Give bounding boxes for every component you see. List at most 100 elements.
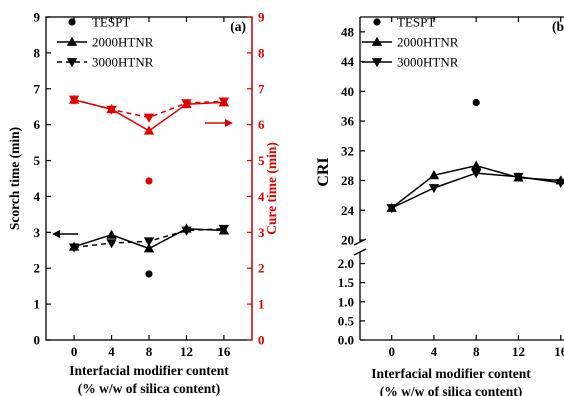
data-point-scorch-2000htnr-4 <box>106 229 117 239</box>
data-point-scorch-3000htnr-0 <box>68 243 80 253</box>
y-tick-label-0.5: 0.5 <box>338 313 355 328</box>
legend-label-2000htnr: 2000HTNR <box>397 35 459 50</box>
data-point-scorch-2000htnr-8 <box>143 243 155 253</box>
legend-label-3000htnr: 3000HTNR <box>397 55 459 70</box>
axis-break-mark <box>353 248 367 256</box>
data-point-cure-3000htnr-12 <box>181 99 192 109</box>
legend-label-2000htnr: 2000HTNR <box>92 35 154 50</box>
y-tick-label-40: 40 <box>341 84 354 99</box>
y-tick-label-2.0: 2.0 <box>338 256 354 271</box>
right-tick-label-2: 2 <box>258 261 265 276</box>
right-tick-label-0: 0 <box>258 333 265 348</box>
series-scorch-3000htnr <box>68 224 230 253</box>
left-tick-label-5: 5 <box>34 153 41 168</box>
legend-b: TESPT 2000HTNR 3000HTNR <box>362 15 459 70</box>
data-point-cri-tespt-8 <box>472 98 480 107</box>
x-tick-label-4: 4 <box>431 344 438 359</box>
x-tick-label-12: 12 <box>512 344 525 359</box>
legend-marker-3000htnr <box>66 58 78 68</box>
data-point-scorch-tespt-8 <box>145 270 153 278</box>
left-tick-label-2: 2 <box>34 261 41 276</box>
x-axis-title-line2: (% w/w of silica content) <box>78 381 220 396</box>
legend-marker-2000htnr <box>66 36 78 46</box>
data-point-cure-3000htnr-16 <box>218 97 230 107</box>
right-y-axis-title: Cure time (min) <box>264 142 279 235</box>
y-tick-label-36: 36 <box>341 114 355 129</box>
legend-a: TESPT 2000HTNR 3000HTNR <box>57 15 154 70</box>
series-cri-3000htnr <box>386 169 564 214</box>
x-axis-title-line1: Interfacial modifier content <box>69 363 229 378</box>
y-tick-label-24: 24 <box>341 203 355 218</box>
arrow-head <box>225 119 233 127</box>
data-point-cure-3000htnr-8 <box>143 113 155 123</box>
right-tick-label-5: 5 <box>258 153 265 168</box>
data-point-cri-2000htnr-4 <box>428 170 440 180</box>
left-tick-label-7: 7 <box>34 81 41 96</box>
legend-marker-tespt <box>68 18 76 26</box>
x-tick-label-8: 8 <box>146 344 153 359</box>
x-tick-label-16: 16 <box>217 344 231 359</box>
y-tick-label-0.0: 0.0 <box>338 333 354 348</box>
series-cri-2000htnr <box>386 160 564 212</box>
right-tick-label-8: 8 <box>258 45 265 60</box>
data-point-cure-3000htnr-0 <box>68 95 80 105</box>
left-tick-label-3: 3 <box>34 225 41 240</box>
data-point-scorch-3000htnr-8 <box>143 237 155 247</box>
y-tick-label-48: 48 <box>341 24 355 39</box>
y-tick-label-28: 28 <box>341 173 355 188</box>
y-tick-label-32: 32 <box>341 143 354 158</box>
data-point-cri-3000htnr-12 <box>513 172 524 183</box>
data-point-cri-3000htnr-8 <box>471 169 482 179</box>
data-point-scorch-3000htnr-12 <box>181 226 192 236</box>
arrow-head <box>52 230 60 238</box>
arrow-right-cure <box>205 119 233 127</box>
right-tick-label-9: 9 <box>258 10 265 25</box>
y-tick-label-20: 20 <box>341 233 354 248</box>
left-tick-label-6: 6 <box>34 117 41 132</box>
data-point-scorch-3000htnr-16 <box>218 224 230 234</box>
legend-label-tespt: TESPT <box>92 15 130 30</box>
series-scorch-tespt <box>145 270 153 278</box>
x-tick-label-16: 16 <box>554 344 564 359</box>
series-cri-tespt <box>472 98 480 107</box>
legend-label-tespt: TESPT <box>397 15 435 30</box>
series-cure-2000htnr <box>68 94 230 135</box>
x-axis-title-line2: (% w/w of silica content) <box>380 384 522 396</box>
y-tick-label-1.5: 1.5 <box>338 275 355 290</box>
data-point-cri-3000htnr-16 <box>555 178 564 188</box>
data-point-cure-tespt-8 <box>145 177 153 185</box>
y-tick-label-44: 44 <box>341 54 355 69</box>
right-tick-label-6: 6 <box>258 117 265 132</box>
panel-label-b: (b <box>552 19 564 34</box>
left-tick-label-1: 1 <box>34 297 41 312</box>
left-tick-label-8: 8 <box>34 45 41 60</box>
data-point-cri-3000htnr-4 <box>428 184 440 194</box>
right-tick-label-7: 7 <box>258 81 265 96</box>
legend-label-3000htnr: 3000HTNR <box>92 55 154 70</box>
series-cure-3000htnr <box>68 95 230 123</box>
x-tick-label-4: 4 <box>108 344 115 359</box>
legend-marker-2000htnr <box>371 36 383 46</box>
data-point-cure-3000htnr-4 <box>106 105 117 115</box>
legend-marker-tespt <box>373 18 381 26</box>
x-tick-label-12: 12 <box>180 344 193 359</box>
legend-marker-3000htnr <box>371 58 383 68</box>
right-tick-label-1: 1 <box>258 297 265 312</box>
right-tick-label-4: 4 <box>258 189 265 204</box>
arrow-left-scorch <box>52 230 78 238</box>
data-point-cure-2000htnr-8 <box>143 125 155 135</box>
data-point-cri-2000htnr-8 <box>471 160 482 170</box>
series-line-cure-3000htnr <box>73 98 224 119</box>
left-tick-label-4: 4 <box>34 189 41 204</box>
panel-label-a: (a) <box>230 19 246 34</box>
x-axis-title-line1: Interfacial modifier content <box>371 366 531 381</box>
x-tick-label-0: 0 <box>71 344 78 359</box>
left-y-axis-title: Scorch time (min) <box>7 127 22 230</box>
data-point-cri-3000htnr-0 <box>386 204 397 214</box>
right-tick-label-3: 3 <box>258 225 265 240</box>
series-cure-tespt <box>145 177 153 185</box>
y-axis-title: CRI <box>315 157 332 186</box>
